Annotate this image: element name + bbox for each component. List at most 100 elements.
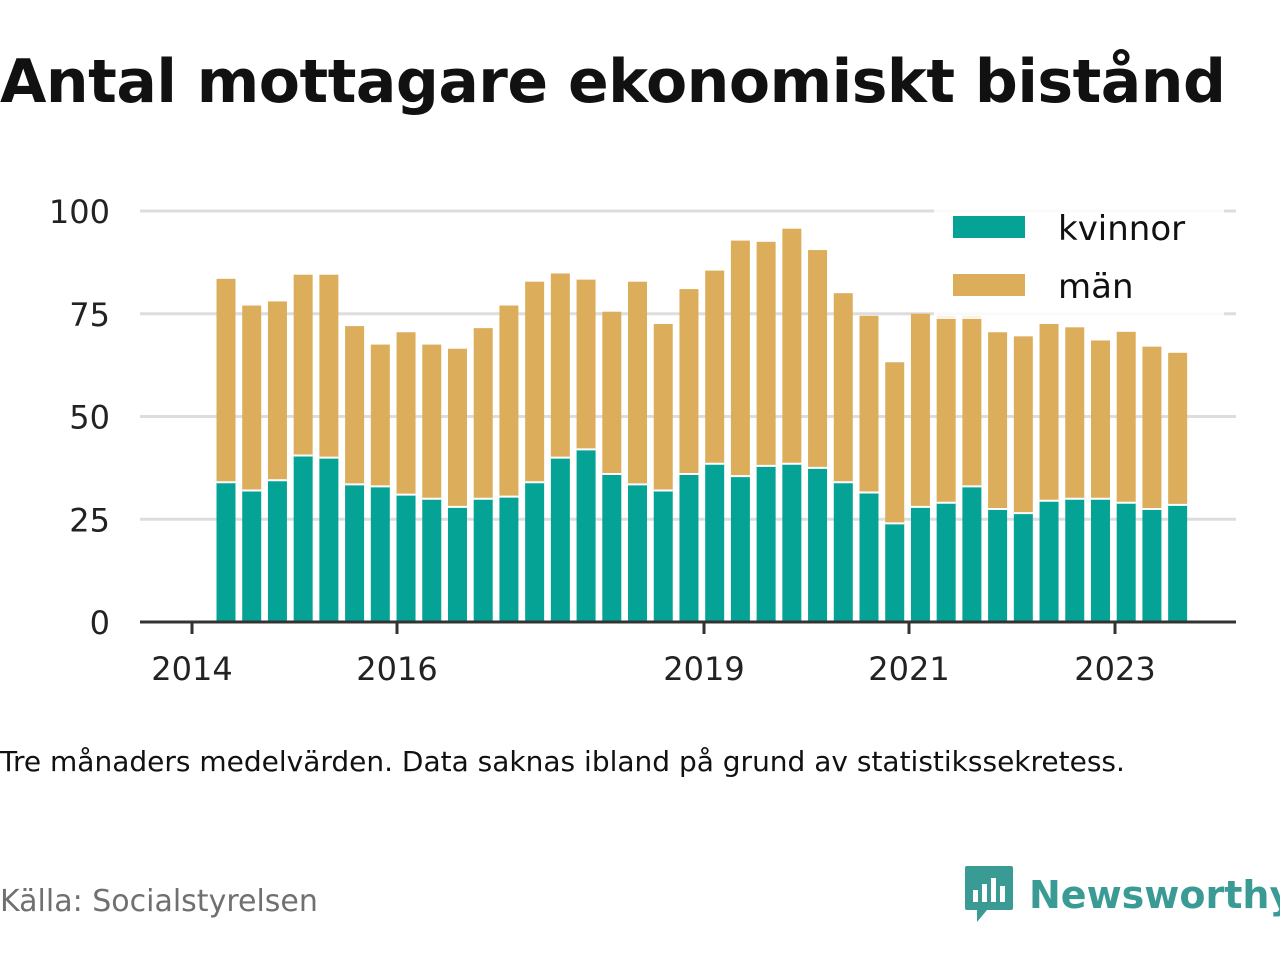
bar-kvinnor xyxy=(550,457,570,622)
bar-man xyxy=(962,315,982,487)
bar-kvinnor xyxy=(447,506,467,622)
bar-man xyxy=(499,305,519,497)
bar-man xyxy=(1090,340,1110,499)
y-tick-label: 50 xyxy=(69,399,110,437)
bar-man xyxy=(910,313,930,507)
bar-kvinnor xyxy=(962,486,982,622)
y-tick-label: 75 xyxy=(69,296,110,334)
bar-man xyxy=(885,362,905,524)
bar-kvinnor xyxy=(653,490,673,622)
bar-man xyxy=(628,281,648,485)
bar-man xyxy=(705,270,725,464)
x-tick-label: 2023 xyxy=(1074,650,1155,688)
bar-man xyxy=(859,315,879,493)
bar-kvinnor xyxy=(1142,508,1162,622)
newsworthy-logo-icon xyxy=(965,866,1013,922)
chart-note: Tre månaders medelvärden. Data saknas ib… xyxy=(0,745,1125,778)
legend-label-man: män xyxy=(1058,267,1134,307)
bar-kvinnor xyxy=(293,455,313,622)
bar-kvinnor xyxy=(910,506,930,622)
x-tick-label: 2019 xyxy=(663,650,744,688)
bar-kvinnor xyxy=(576,449,596,622)
legend-label-kvinnor: kvinnor xyxy=(1058,209,1185,249)
bar-kvinnor xyxy=(242,490,262,622)
bar-kvinnor xyxy=(422,498,442,622)
bar-man xyxy=(370,344,390,487)
bar-man xyxy=(267,301,287,481)
bar-kvinnor xyxy=(499,496,519,622)
bar-man xyxy=(345,326,365,485)
bar-man xyxy=(936,315,956,503)
bar-man xyxy=(576,279,596,450)
bar-kvinnor xyxy=(396,494,416,622)
bar-kvinnor xyxy=(756,465,776,622)
bar-man xyxy=(1039,324,1059,501)
y-axis: 0 25 50 75 100 xyxy=(49,193,110,642)
chart-title: Antal mottagare ekonomiskt bistånd xyxy=(0,47,1226,117)
bar-man xyxy=(396,332,416,495)
bar-man xyxy=(1168,352,1188,505)
bar-kvinnor xyxy=(705,463,725,622)
bar-man xyxy=(319,274,339,458)
bar-kvinnor xyxy=(885,523,905,622)
bar-kvinnor xyxy=(370,486,390,622)
bar-man xyxy=(525,281,545,483)
bar-kvinnor xyxy=(319,457,339,622)
legend: kvinnor män xyxy=(934,207,1224,319)
bar-man xyxy=(1013,336,1033,514)
bar-kvinnor xyxy=(1065,498,1085,622)
bar-man xyxy=(1142,346,1162,509)
bar-man xyxy=(242,305,262,491)
bar-kvinnor xyxy=(525,482,545,622)
bar-kvinnor xyxy=(602,474,622,622)
legend-swatch-man xyxy=(953,274,1025,296)
bar-kvinnor xyxy=(730,476,750,622)
bar-man xyxy=(550,273,570,458)
x-tick-label: 2021 xyxy=(868,650,949,688)
x-axis: 2014 2016 2019 2021 2023 xyxy=(140,620,1236,688)
y-tick-label: 0 xyxy=(90,604,110,642)
bar-kvinnor xyxy=(1090,498,1110,622)
bar-man xyxy=(1065,327,1085,499)
bar-kvinnor xyxy=(679,474,699,622)
bar-man xyxy=(293,274,313,456)
legend-swatch-kvinnor xyxy=(953,216,1025,238)
bar-man xyxy=(653,324,673,491)
bar-kvinnor xyxy=(1039,500,1059,622)
y-tick-label: 25 xyxy=(69,501,110,539)
bars xyxy=(216,228,1188,622)
brand-name: Newsworthy xyxy=(1029,873,1280,917)
stacked-bar-chart: 0 25 50 75 100 2014 2016 2019 2021 2023 kvinnor … xyxy=(49,193,1236,688)
bar-kvinnor xyxy=(859,492,879,622)
bar-man xyxy=(473,328,493,499)
bar-kvinnor xyxy=(782,463,802,622)
bar-kvinnor xyxy=(473,498,493,622)
bar-kvinnor xyxy=(1168,504,1188,622)
bar-kvinnor xyxy=(628,484,648,622)
bar-man xyxy=(756,241,776,466)
bar-man xyxy=(988,332,1008,509)
bar-man xyxy=(216,278,236,483)
x-tick-label: 2014 xyxy=(151,650,232,688)
bar-man xyxy=(679,289,699,475)
bar-kvinnor xyxy=(267,480,287,622)
y-tick-label: 100 xyxy=(49,193,110,231)
bar-kvinnor xyxy=(808,467,828,622)
bar-man xyxy=(1116,331,1136,503)
bar-kvinnor xyxy=(936,502,956,622)
newsworthy-brand[interactable]: Newsworthy xyxy=(963,864,1280,926)
bar-man xyxy=(833,293,853,483)
bar-kvinnor xyxy=(345,484,365,622)
bar-man xyxy=(808,250,828,468)
bar-kvinnor xyxy=(1013,513,1033,622)
bar-kvinnor xyxy=(216,482,236,622)
bar-kvinnor xyxy=(988,508,1008,622)
bar-man xyxy=(602,311,622,475)
bar-man xyxy=(730,240,750,477)
x-tick-label: 2016 xyxy=(356,650,437,688)
bar-kvinnor xyxy=(1116,502,1136,622)
bar-man xyxy=(782,228,802,464)
source-credit: Källa: Socialstyrelsen xyxy=(0,884,318,919)
bar-man xyxy=(447,348,467,507)
bar-kvinnor xyxy=(833,482,853,622)
